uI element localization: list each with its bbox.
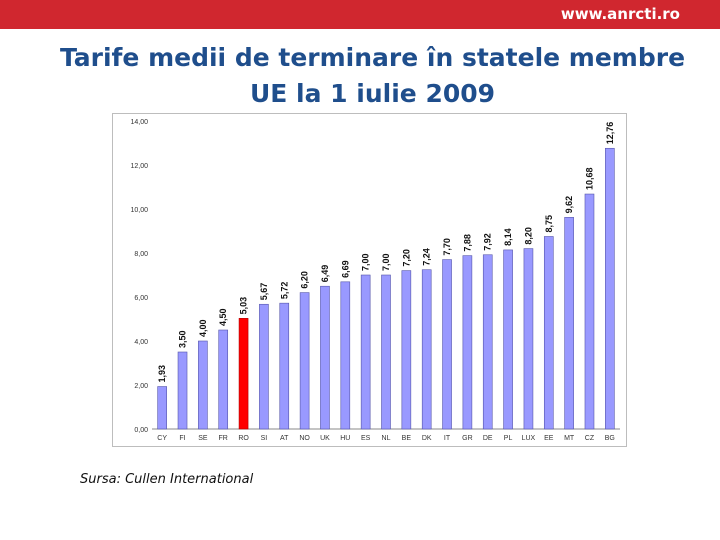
x-tick-label: NL [382,435,391,442]
x-tick-label: FI [179,435,185,442]
bar-value-label: 6,49 [320,265,330,283]
y-tick-label: 8,00 [134,251,148,258]
bar-value-label: 1,93 [157,365,167,383]
bar [157,386,167,430]
bar-value-label: 7,20 [401,249,411,267]
bar [320,285,330,430]
x-tick-label: PL [504,435,513,442]
bar [401,270,412,430]
bar [218,329,229,430]
source-note: Sursa: Cullen International [80,472,254,487]
x-tick-label: FR [219,435,228,442]
x-tick-label: CZ [585,435,595,442]
bar-value-label: 8,75 [544,215,554,233]
bar-value-label: 5,72 [279,282,289,300]
bar-value-label: 10,68 [584,168,594,191]
x-tick-label: BG [605,435,615,442]
y-tick-label: 0,00 [134,427,148,434]
x-tick-label: SI [261,435,268,442]
bar-value-label: 8,20 [523,227,533,245]
bar [259,303,269,430]
y-tick-label: 14,00 [130,119,148,126]
bar-value-label: 6,20 [300,271,310,289]
y-tick-label: 4,00 [134,339,148,346]
x-tick-label: AT [280,435,289,442]
x-tick-label: CY [157,435,167,442]
slide-title-line-2: UE la 1 iulie 2009 [249,79,496,108]
x-tick-label: ES [361,435,371,442]
x-tick-label: IT [444,435,451,442]
bar-value-label: 7,88 [462,234,472,252]
bar [238,318,249,430]
bar-chart: 0,00 2,00 4,00 6,00 8,00 10,00 12,00 14,00 1,93 C… [112,113,627,447]
bar-value-label: 8,14 [503,228,513,246]
x-tick-label: DE [483,435,493,442]
site-url: www.anrcti.ro [560,5,680,23]
x-tick-label: NO [299,435,310,442]
bar-value-label: 5,03 [239,297,249,315]
slide-title: Tarife medii de terminare în statele mem… [0,40,720,112]
bar [421,269,432,430]
bar [360,274,371,430]
x-tick-label: SE [198,435,208,442]
x-tick-label: EE [544,435,554,442]
bar-value-label: 7,00 [381,253,391,271]
x-tick-label: DK [422,435,432,442]
bar [381,274,391,430]
bar [605,147,615,430]
x-tick-label: LUX [522,435,536,442]
bar [523,248,534,430]
bar-value-label: 7,00 [361,253,371,271]
bar [198,340,208,430]
bar-value-label: 9,62 [564,196,574,214]
bar-value-label: 4,50 [218,308,228,326]
bar [564,217,574,430]
y-tick-label: 10,00 [130,207,148,214]
bar [177,351,188,430]
bar [482,254,493,430]
bar [503,249,513,430]
bar [462,255,473,430]
bar-value-label: 7,92 [483,233,493,251]
bar-value-label: 4,00 [198,319,208,337]
y-tick-label: 6,00 [134,295,148,302]
bar [543,236,554,430]
x-tick-label: BE [402,435,412,442]
x-tick-label: RO [238,435,249,442]
bar [299,292,310,430]
bar [279,302,290,430]
bar-value-label: 3,50 [178,330,188,348]
bar-value-label: 7,70 [442,238,452,256]
header-bar: www.anrcti.ro [0,0,720,29]
y-tick-label: 12,00 [130,163,148,170]
bar-value-label: 12,76 [605,122,615,145]
bar-value-label: 5,67 [259,283,269,301]
bar-value-label: 7,24 [422,248,432,266]
bar [442,259,452,430]
x-tick-label: UK [320,435,330,442]
slide-title-line-1: Tarife medii de terminare în statele mem… [59,43,686,72]
x-tick-label: GR [462,435,473,442]
bar [584,193,595,430]
y-tick-label: 2,00 [134,383,148,390]
x-tick-label: HU [340,435,350,442]
chart-frame: 0,00 2,00 4,00 6,00 8,00 10,00 12,00 14,00 1,93 C… [112,113,627,447]
x-tick-label: MT [564,435,575,442]
bar [340,281,351,430]
bar-value-label: 6,69 [340,260,350,278]
